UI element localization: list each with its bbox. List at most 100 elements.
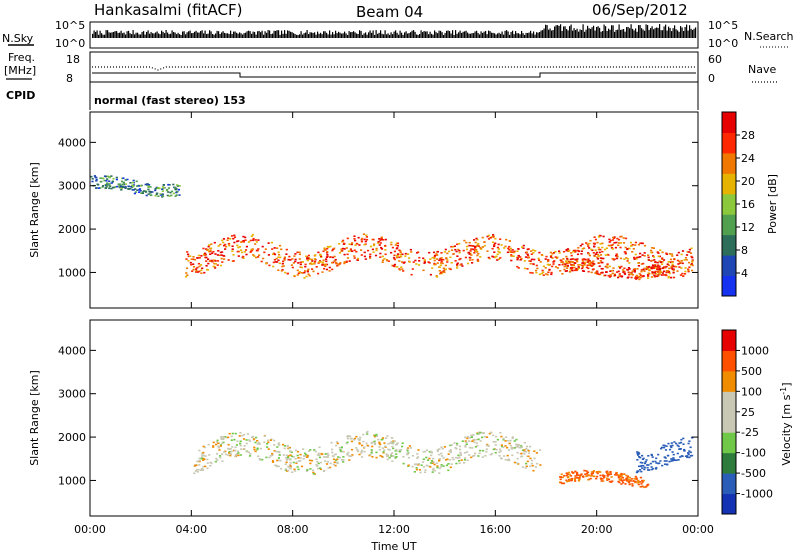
heatmap-cell (356, 450, 360, 452)
heatmap-cell (613, 273, 616, 276)
heatmap-cell (571, 258, 574, 260)
heatmap-cell (625, 477, 628, 479)
nsky-bar (224, 32, 226, 38)
heatmap-cell (635, 478, 638, 480)
heatmap-cell (272, 261, 275, 264)
heatmap-cell (504, 245, 507, 248)
heatmap-cell (569, 269, 572, 271)
heatmap-cell (430, 454, 433, 457)
heatmap-cell (653, 274, 656, 277)
heatmap-cell (613, 242, 616, 244)
heatmap-cell (600, 478, 603, 480)
heatmap-cell (365, 234, 368, 236)
nsky-bar (284, 30, 286, 38)
heatmap-cell (590, 271, 593, 274)
heatmap-cell (605, 266, 608, 268)
heatmap-cell (592, 268, 595, 270)
heatmap-cell (325, 463, 329, 465)
heatmap-cell (487, 234, 490, 237)
heatmap-cell (500, 244, 503, 246)
nsky-bar (404, 32, 406, 38)
nsky-bar (368, 32, 370, 38)
nsky-bar (599, 27, 601, 38)
heatmap-cell (686, 455, 689, 457)
heatmap-cell (235, 444, 238, 446)
heatmap-cell (574, 480, 577, 482)
heatmap-cell (618, 474, 621, 476)
heatmap-cell (473, 239, 476, 241)
heatmap-cell (562, 258, 565, 260)
heatmap-cell (593, 255, 596, 257)
heatmap-cell (546, 260, 550, 263)
nsky-bar (168, 34, 170, 38)
heatmap-cell (146, 183, 149, 185)
heatmap-cell (493, 245, 496, 248)
heatmap-cell (321, 263, 324, 265)
nsky-bar (179, 34, 181, 38)
nsky-bar (672, 28, 674, 38)
nsky-bar (279, 34, 281, 38)
heatmap-cell (219, 251, 222, 254)
heatmap-cell (612, 236, 615, 239)
heatmap-cell (641, 479, 644, 482)
nsky-bar (570, 24, 572, 38)
heatmap-cell (521, 466, 524, 468)
heatmap-cell (291, 471, 294, 473)
heatmap-cell (346, 435, 349, 438)
heatmap-cell (272, 253, 275, 255)
nsky-bar (206, 33, 208, 38)
heatmap-cell (310, 258, 313, 261)
heatmap-cell (535, 264, 538, 267)
nsky-bar (230, 30, 232, 38)
nsky-bar (389, 34, 391, 38)
colorbar-tick-label: 12 (741, 221, 755, 234)
heatmap-cell (583, 264, 586, 266)
heatmap-cell (211, 260, 214, 263)
heatmap-cell (329, 256, 332, 258)
heatmap-cell (511, 447, 514, 449)
heatmap-cell (647, 254, 650, 257)
heatmap-cell (212, 441, 215, 444)
nsky-bar (92, 33, 94, 38)
heatmap-cell (194, 464, 197, 467)
nsky-bar (302, 34, 304, 38)
heatmap-cell (257, 248, 260, 250)
heatmap-cell (577, 267, 580, 269)
heatmap-cell (481, 456, 484, 458)
heatmap-cell (414, 259, 417, 262)
heatmap-cell (452, 246, 455, 248)
heatmap-cell (484, 455, 487, 457)
nsky-bar (333, 34, 335, 38)
heatmap-cell (515, 446, 518, 448)
velocity-colorbar-label: Velocity [m s-1] (779, 382, 793, 465)
heatmap-cell (572, 264, 575, 266)
heatmap-cell (605, 271, 608, 273)
nsky-bar (552, 30, 554, 38)
heatmap-cell (626, 478, 629, 481)
heatmap-cell (386, 455, 389, 458)
heatmap-cell (416, 456, 420, 458)
heatmap-cell (476, 238, 479, 241)
heatmap-cell (285, 459, 288, 461)
heatmap-cell (304, 453, 308, 456)
heatmap-cell (587, 245, 590, 247)
heatmap-cell (346, 454, 349, 456)
heatmap-cell (517, 444, 521, 446)
heatmap-cell (472, 455, 475, 457)
nsky-bar (636, 31, 638, 38)
heatmap-cell (174, 195, 177, 197)
heatmap-cell (623, 479, 626, 481)
heatmap-cell (310, 263, 314, 265)
heatmap-cell (602, 480, 605, 482)
heatmap-cell (390, 241, 393, 244)
heatmap-cell (435, 275, 438, 277)
heatmap-cell (619, 242, 622, 244)
nsky-bar (486, 34, 488, 38)
heatmap-cell (463, 452, 467, 454)
heatmap-cell (637, 483, 640, 486)
heatmap-cell (665, 445, 668, 447)
heatmap-cell (440, 271, 443, 274)
heatmap-cell (639, 252, 642, 255)
heatmap-cell (312, 469, 315, 472)
